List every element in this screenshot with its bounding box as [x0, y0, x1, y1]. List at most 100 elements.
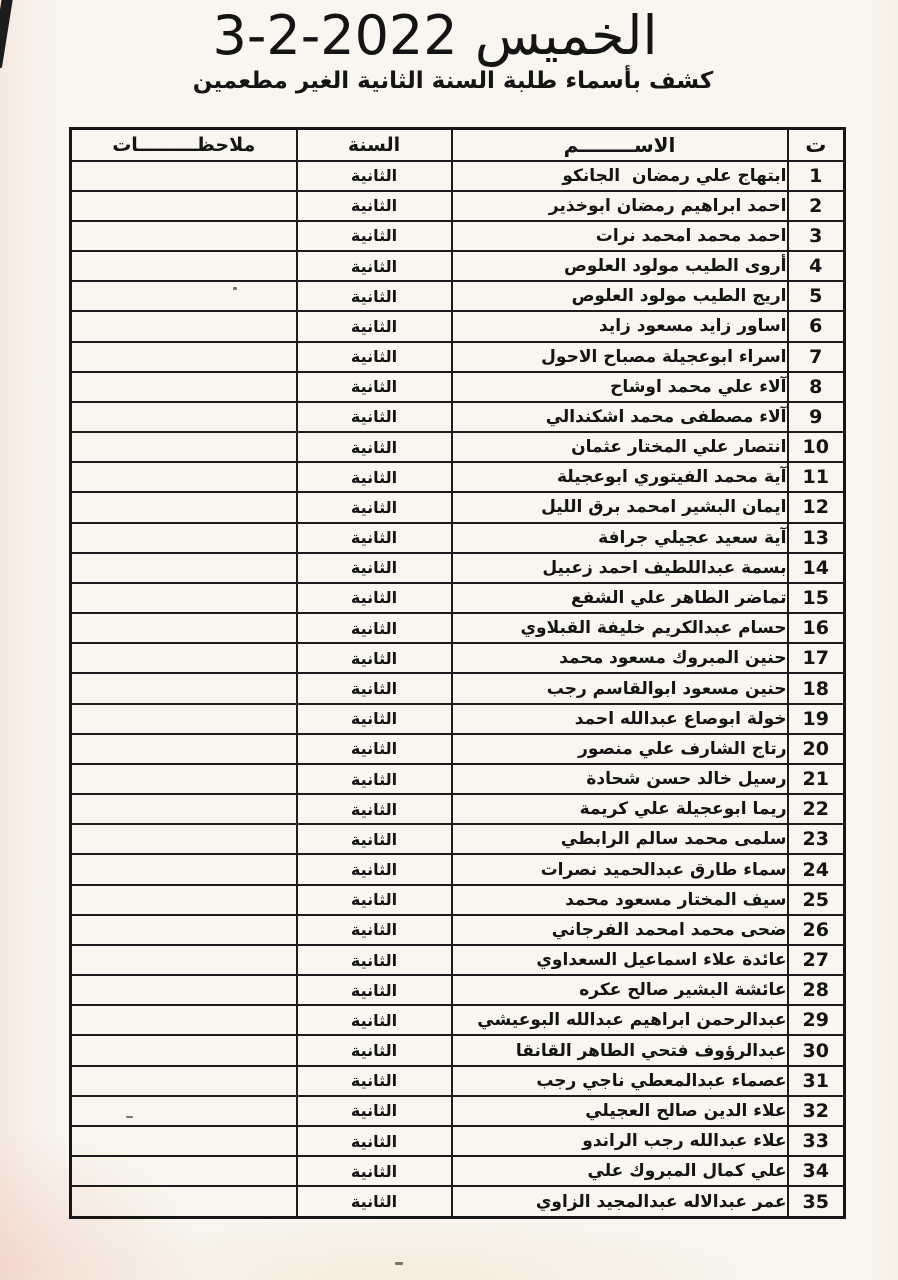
row-22-year: الثانية — [295, 793, 453, 826]
header-name: الاســــــــم — [450, 127, 789, 162]
table-row: 33 علاء عبدالله رجب الراندو الثانية — [69, 1124, 846, 1158]
row-1-year: الثانية — [295, 159, 453, 192]
row-7-year: الثانية — [295, 340, 453, 373]
table-row: 31 عصماء عبدالمعطي ناجي رجب الثانية — [69, 1064, 846, 1097]
row-33-notes — [69, 1124, 298, 1158]
row-2-notes — [69, 189, 298, 222]
table-row: 22 ريما ابوعجيلة علي كريمة الثانية — [69, 793, 846, 826]
row-33-name: علاء عبدالله رجب الراندو — [450, 1124, 789, 1158]
table-row: 23 سلمى محمد سالم الرابطي الثانية — [69, 823, 846, 856]
row-28-name: عائشة البشير صالح عكره — [450, 974, 789, 1007]
row-23-index: 23 — [786, 823, 846, 856]
row-7-notes — [69, 340, 298, 373]
row-31-index: 31 — [786, 1064, 846, 1097]
table-row: 35 عمر عبدالاله عبدالمجيد الزاوي الثانية — [69, 1185, 846, 1219]
row-17-notes — [69, 642, 298, 675]
row-35-name: عمر عبدالاله عبدالمجيد الزاوي — [450, 1185, 789, 1219]
row-15-year: الثانية — [295, 581, 453, 615]
table-row: 12 ايمان البشير امحمد برق الليل الثانية — [69, 491, 846, 524]
header-notes: ملاحظـــــــــات — [69, 127, 298, 162]
row-25-index: 25 — [786, 883, 846, 916]
row-35-notes — [69, 1185, 298, 1219]
row-5-name: اريج الطيب مولود العلوص — [450, 280, 789, 313]
row-21-index: 21 — [786, 762, 846, 796]
row-32-name: علاء الدين صالح العجيلي — [450, 1094, 789, 1128]
row-34-name: علي كمال المبروك علي — [450, 1155, 789, 1188]
row-10-name: انتصار علي المختار عثمان — [450, 431, 789, 464]
row-25-notes — [69, 883, 298, 916]
row-20-notes — [69, 732, 298, 765]
row-20-year: الثانية — [295, 732, 453, 765]
row-29-year: الثانية — [295, 1004, 453, 1037]
row-4-name: أروى الطيب مولود العلوص — [450, 250, 789, 283]
row-28-index: 28 — [786, 974, 846, 1007]
row-21-name: رسيل خالد حسن شحادة — [450, 762, 789, 796]
row-5-index: 5 — [786, 280, 846, 313]
row-34-year: الثانية — [295, 1155, 453, 1188]
row-23-year: الثانية — [295, 823, 453, 856]
row-6-notes — [69, 310, 298, 343]
row-11-notes — [69, 461, 298, 494]
row-5-year: الثانية — [295, 280, 453, 313]
row-29-index: 29 — [786, 1004, 846, 1037]
row-18-name: حنين مسعود ابوالقاسم رجب — [450, 672, 789, 705]
table-row: 10 انتصار علي المختار عثمان الثانية — [69, 431, 846, 464]
row-24-name: سماء طارق عبدالحميد نصرات — [450, 853, 789, 886]
row-24-index: 24 — [786, 853, 846, 886]
row-35-index: 35 — [786, 1185, 846, 1219]
table-row: 5 اريج الطيب مولود العلوص الثانية — [69, 280, 846, 313]
row-35-year: الثانية — [295, 1185, 453, 1219]
row-3-index: 3 — [786, 219, 846, 253]
row-26-name: ضحى محمد امحمد الفرجاني — [450, 913, 789, 946]
row-6-name: اساور زايد مسعود زايد — [450, 310, 789, 343]
row-14-name: بسمة عبداللطيف احمد زعبيل — [450, 551, 789, 584]
row-19-notes — [69, 702, 298, 735]
row-16-notes — [69, 612, 298, 645]
table-row: 19 خولة ابوصاع عبدالله احمد الثانية — [69, 702, 846, 735]
row-29-name: عبدالرحمن ابراهيم عبدالله البوعيشي — [450, 1004, 789, 1037]
row-11-name: آية محمد الفيتوري ابوعجيلة — [450, 461, 789, 494]
table-header-row: ت الاســــــــم السنة ملاحظـــــــــات — [69, 127, 846, 162]
table-row: 7 اسراء ابوعجيلة مصباح الاحول الثانية — [69, 340, 846, 373]
table-row: 4 أروى الطيب مولود العلوص الثانية — [69, 250, 846, 283]
row-8-notes — [69, 370, 298, 403]
row-1-name: ابتهاج علي رمضان الجانكو — [450, 159, 789, 192]
page-title: الخميس 2022-2-3 — [212, 4, 658, 67]
row-30-notes — [69, 1034, 298, 1067]
row-17-index: 17 — [786, 642, 846, 675]
row-2-year: الثانية — [295, 189, 453, 222]
row-9-name: آلاء مصطفى محمد اشكندالي — [450, 400, 789, 434]
row-11-index: 11 — [786, 461, 846, 494]
row-19-name: خولة ابوصاع عبدالله احمد — [450, 702, 789, 735]
row-13-notes — [69, 521, 298, 554]
table-row: 29 عبدالرحمن ابراهيم عبدالله البوعيشي الثا… — [69, 1004, 846, 1037]
row-11-year: الثانية — [295, 461, 453, 494]
row-1-index: 1 — [786, 159, 846, 192]
row-8-name: آلاء علي محمد اوشاح — [450, 370, 789, 403]
row-32-year: الثانية — [295, 1094, 453, 1128]
row-12-index: 12 — [786, 491, 846, 524]
table-row: 24 سماء طارق عبدالحميد نصرات الثانية — [69, 853, 846, 886]
row-7-index: 7 — [786, 340, 846, 373]
row-14-notes — [69, 551, 298, 584]
row-20-name: رتاج الشارف علي منصور — [450, 732, 789, 765]
row-20-index: 20 — [786, 732, 846, 765]
table-row: 18 حنين مسعود ابوالقاسم رجب الثانية — [69, 672, 846, 705]
row-21-year: الثانية — [295, 762, 453, 796]
row-14-index: 14 — [786, 551, 846, 584]
row-8-year: الثانية — [295, 370, 453, 403]
table-row: 8 آلاء علي محمد اوشاح الثانية — [69, 370, 846, 403]
row-13-index: 13 — [786, 521, 846, 554]
row-2-index: 2 — [786, 189, 846, 222]
row-12-year: الثانية — [295, 491, 453, 524]
row-9-year: الثانية — [295, 400, 453, 434]
row-1-notes — [69, 159, 298, 192]
row-24-year: الثانية — [295, 853, 453, 886]
row-33-index: 33 — [786, 1124, 846, 1158]
row-19-year: الثانية — [295, 702, 453, 735]
row-29-notes — [69, 1004, 298, 1037]
table-row: 20 رتاج الشارف علي منصور الثانية — [69, 732, 846, 765]
row-10-notes — [69, 431, 298, 464]
row-27-notes — [69, 943, 298, 977]
row-8-index: 8 — [786, 370, 846, 403]
